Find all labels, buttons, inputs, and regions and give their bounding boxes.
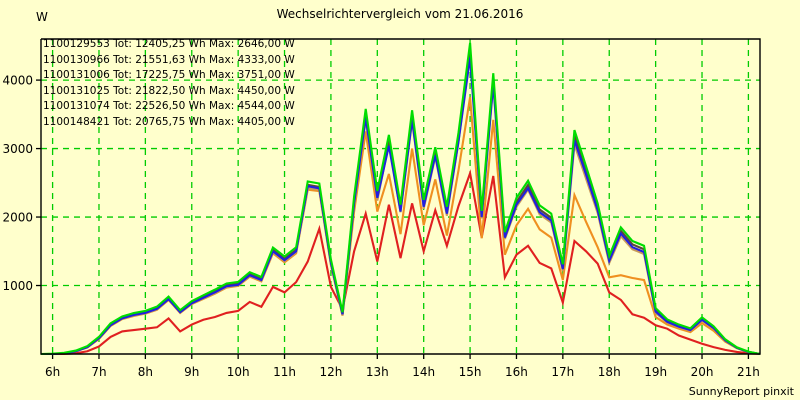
tick-label-x: 13h: [366, 365, 389, 379]
series-line-1100129553: [41, 169, 761, 356]
tick-label-y: 1000: [2, 279, 33, 293]
tick-label-x: 18h: [598, 365, 621, 379]
y-tick-marks: [36, 79, 41, 287]
tick-label-x: 21h: [737, 365, 760, 379]
tick-label-y: 2000: [2, 211, 33, 225]
tick-label-x: 19h: [644, 365, 667, 379]
tick-label-y: 4000: [2, 74, 33, 88]
tick-label-x: 20h: [691, 365, 714, 379]
tick-label-x: 6h: [45, 365, 60, 379]
y-gridlines: [41, 79, 760, 287]
y-axis-unit-label: W: [36, 10, 48, 24]
x-tick-labels: 6h 7h 8h 9h 10h 11h 12h 13h 14h 15h 16h 17h 18h 19h 20…: [45, 365, 760, 379]
y-tick-labels: 1000 2000 3000 4000: [2, 74, 33, 293]
tick-label-x: 11h: [273, 365, 296, 379]
tick-label-x: 14h: [412, 365, 435, 379]
series-line-1100130966: [41, 57, 761, 356]
footer-credit: SunnyReport pinxit: [688, 385, 794, 398]
series-lines: [40, 42, 761, 356]
tick-label-x: 8h: [138, 365, 153, 379]
x-tick-marks: [51, 354, 750, 359]
tick-label-y: 3000: [2, 142, 33, 156]
tick-label-x: 9h: [184, 365, 199, 379]
plot-frame: [40, 38, 761, 355]
chart-title: Wechselrichtervergleich vom 21.06.2016: [276, 7, 524, 21]
tick-label-x: 15h: [459, 365, 482, 379]
tick-label-x: 10h: [227, 365, 250, 379]
tick-label-x: 12h: [319, 365, 342, 379]
tick-label-x: 7h: [91, 365, 106, 379]
series-line-1100131074: [40, 42, 761, 356]
tick-label-x: 16h: [505, 365, 528, 379]
tick-label-x: 17h: [551, 365, 574, 379]
